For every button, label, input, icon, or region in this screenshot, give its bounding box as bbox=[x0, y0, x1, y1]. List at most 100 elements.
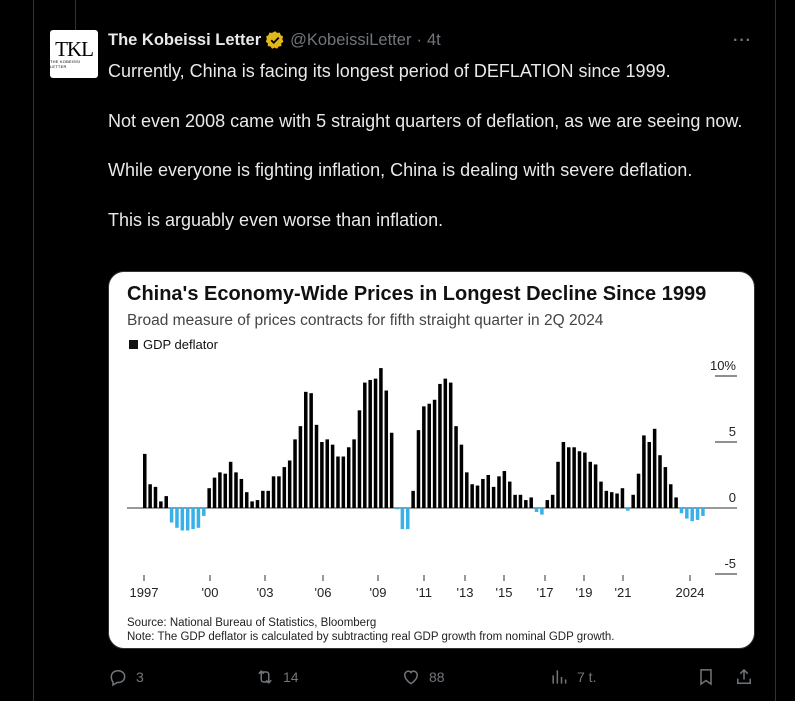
repost-count: 14 bbox=[283, 669, 299, 685]
legend-label: GDP deflator bbox=[143, 337, 218, 352]
bookmark-icon bbox=[700, 669, 712, 686]
author-name[interactable]: The Kobeissi Letter bbox=[108, 30, 262, 49]
tweet-media-card[interactable]: China's Economy-Wide Prices in Longest D… bbox=[108, 271, 755, 649]
views-button[interactable]: 7 t. bbox=[549, 667, 596, 687]
chart-bar bbox=[550, 494, 555, 508]
verified-badge-icon[interactable] bbox=[265, 30, 285, 50]
chart-bar bbox=[545, 500, 550, 508]
chart-bar bbox=[202, 508, 206, 516]
y-tick-label: 0 bbox=[729, 490, 736, 505]
chart-bar bbox=[277, 476, 281, 508]
reply-count: 3 bbox=[136, 669, 144, 685]
chart-bar bbox=[577, 451, 582, 508]
chart-bar bbox=[572, 447, 576, 508]
bookmark-button[interactable] bbox=[696, 667, 724, 687]
chart-bar bbox=[159, 501, 163, 508]
author-handle[interactable]: @KobeissiLetter bbox=[290, 30, 412, 49]
chart-bar bbox=[320, 442, 324, 508]
chart-bar bbox=[609, 492, 614, 508]
y-tick-label: 5 bbox=[729, 424, 736, 439]
chart-bar bbox=[228, 461, 233, 508]
chart-bar bbox=[218, 472, 222, 508]
tweet-paragraph: This is arguably even worse than inflati… bbox=[108, 209, 444, 230]
chart-bar bbox=[534, 508, 539, 512]
chart-bar bbox=[196, 508, 201, 528]
like-button[interactable]: 88 bbox=[401, 667, 445, 687]
chart-bar bbox=[363, 382, 367, 508]
chart-bar bbox=[695, 508, 700, 520]
chart-bar bbox=[341, 456, 346, 508]
chart-bar bbox=[540, 508, 544, 515]
chart-bar bbox=[454, 426, 458, 508]
chart-bar bbox=[169, 508, 174, 523]
like-count: 88 bbox=[429, 669, 445, 685]
tweet-paragraph: While everyone is fighting inflation, Ch… bbox=[108, 160, 693, 180]
heart-icon bbox=[403, 670, 419, 685]
chart-bar bbox=[443, 378, 448, 508]
chart-bar bbox=[438, 383, 442, 508]
x-tick-label: '06 bbox=[315, 585, 332, 600]
share-button[interactable] bbox=[734, 667, 762, 687]
chart-bar bbox=[287, 460, 292, 508]
chart-bar bbox=[593, 464, 598, 508]
avatar-logo-subtext: THE KOBEISSI LETTER bbox=[50, 59, 81, 69]
chart-bar bbox=[384, 390, 389, 508]
legend-swatch bbox=[129, 340, 138, 349]
tweet-time[interactable]: 4t bbox=[426, 30, 441, 49]
reply-button[interactable]: 3 bbox=[108, 667, 144, 687]
chart-bar bbox=[507, 481, 512, 508]
chart-note: Note: The GDP deflator is calculated by … bbox=[127, 630, 615, 643]
chart-bar bbox=[352, 439, 356, 508]
chart-bar bbox=[164, 496, 168, 508]
chart-bar bbox=[583, 452, 587, 508]
chart-bar bbox=[491, 486, 496, 508]
tweet-actions: 3 14 88 7 t. bbox=[108, 667, 758, 689]
chart-bar bbox=[379, 368, 383, 508]
chart-bar bbox=[250, 501, 254, 508]
separator-dot: · bbox=[416, 30, 422, 49]
chart-bar bbox=[304, 391, 308, 508]
chart-bar bbox=[567, 447, 571, 508]
chart-bar bbox=[502, 471, 507, 508]
chart-bar bbox=[636, 473, 641, 508]
x-tick-label: 1997 bbox=[130, 585, 159, 600]
views-count: 7 t. bbox=[577, 669, 597, 685]
chart-bar bbox=[148, 484, 152, 508]
chart-bar bbox=[448, 382, 453, 508]
chart-bar bbox=[411, 490, 415, 508]
chart-bar bbox=[330, 444, 335, 508]
chart-bar bbox=[309, 393, 313, 508]
chart-bar bbox=[244, 492, 249, 508]
chart-bar bbox=[524, 500, 528, 508]
chart-bar bbox=[513, 494, 517, 508]
chart-bar bbox=[701, 508, 705, 516]
avatar[interactable]: TKL THE KOBEISSI LETTER bbox=[50, 30, 98, 78]
repost-button[interactable]: 14 bbox=[255, 667, 299, 687]
chart-bar bbox=[481, 478, 485, 508]
chart-bar bbox=[615, 493, 619, 508]
more-options-icon[interactable]: ··· bbox=[733, 32, 752, 49]
x-tick-label: '13 bbox=[457, 585, 474, 600]
x-tick-label: 2024 bbox=[676, 585, 705, 600]
tweet-paragraph: Currently, China is facing its longest p… bbox=[108, 61, 671, 81]
chart-bar bbox=[400, 508, 405, 530]
chart-bar bbox=[642, 435, 646, 508]
chart-bar bbox=[346, 447, 351, 508]
chart-bar bbox=[266, 490, 270, 508]
chart-bar bbox=[690, 508, 694, 522]
chart-bar bbox=[652, 428, 657, 508]
chart-bar bbox=[497, 476, 501, 508]
chart-bar bbox=[459, 444, 464, 508]
chart-subtitle: Broad measure of prices contracts for fi… bbox=[127, 312, 604, 329]
chart-bar bbox=[143, 453, 147, 508]
x-tick-label: '09 bbox=[370, 585, 387, 600]
thread-connector-line bbox=[75, 0, 76, 30]
chart-bar bbox=[234, 472, 238, 508]
x-tick-label: '21 bbox=[615, 585, 632, 600]
chart-bar bbox=[465, 472, 469, 508]
chart-bar bbox=[620, 488, 625, 508]
chart-bar bbox=[674, 497, 678, 508]
chart-bar bbox=[223, 473, 228, 508]
chart-bar bbox=[432, 399, 437, 508]
chart-bar bbox=[293, 439, 297, 508]
